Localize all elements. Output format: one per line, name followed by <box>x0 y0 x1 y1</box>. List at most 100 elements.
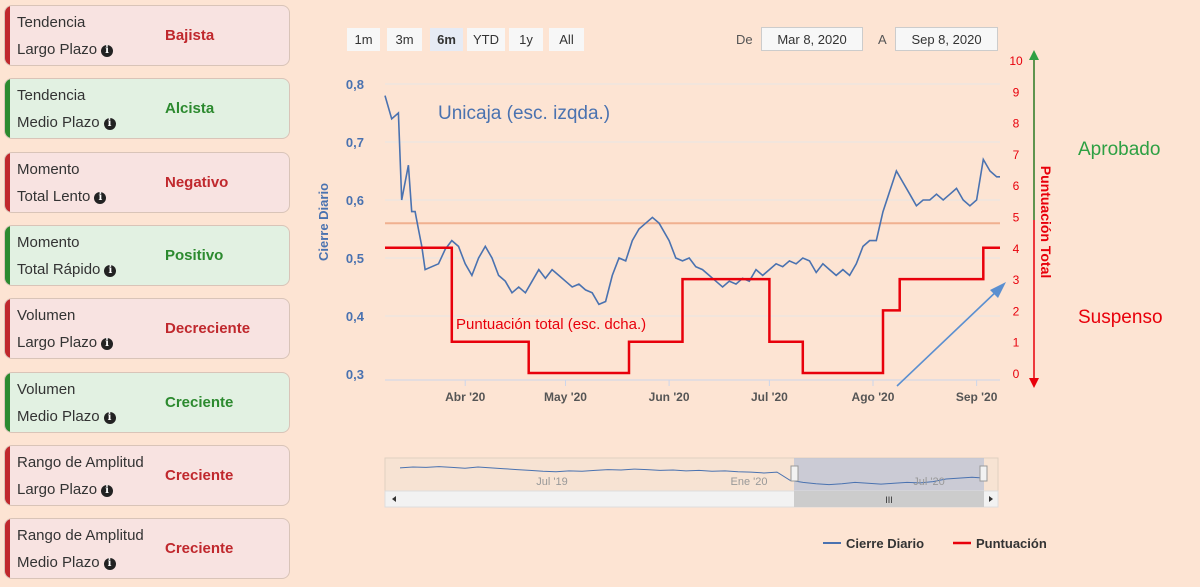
left-tick-label: 0,3 <box>346 367 364 382</box>
range-button-3m[interactable]: 3m <box>387 28 422 51</box>
price-series-line <box>384 95 1000 306</box>
left-axis-label: Cierre Diario <box>316 183 331 261</box>
status-bar <box>5 445 10 505</box>
indicator-horizon: Medio Plazo i <box>17 114 116 131</box>
right-tick-label: 9 <box>1013 85 1020 99</box>
right-tick-label: 5 <box>1013 211 1020 225</box>
indicator-card: Volumen Largo Plazo i Decreciente <box>4 298 290 360</box>
indicator-name: Rango de Amplitud <box>17 527 144 545</box>
navigator-label: Jul '19 <box>536 476 567 488</box>
status-bar <box>5 152 10 212</box>
left-tick-label: 0,7 <box>346 135 364 150</box>
series-annotation: Unicaja (esc. izqda.) <box>438 103 611 124</box>
range-button-6m[interactable]: 6m <box>430 28 463 51</box>
range-button-1m[interactable]: 1m <box>347 28 380 51</box>
right-tick-label: 3 <box>1013 273 1020 287</box>
navigator-selection <box>794 458 984 491</box>
navigator-background <box>384 457 999 492</box>
info-icon[interactable]: i <box>101 338 114 351</box>
info-icon[interactable]: i <box>101 484 114 497</box>
right-tick-label: 1 <box>1013 336 1020 350</box>
to-label: A <box>878 32 887 47</box>
x-tick-label: Ago '20 <box>852 390 895 404</box>
info-icon[interactable]: i <box>101 45 114 57</box>
navigator-label: Jul '20 <box>913 476 944 488</box>
indicator-card: Momento Total Rápido i Positivo <box>4 224 290 286</box>
indicator-horizon: Medio Plazo i <box>17 554 116 571</box>
indicator-horizon: Largo Plazo i <box>17 41 114 58</box>
from-date-input[interactable] <box>761 27 863 51</box>
score-annotation: Puntuación total (esc. dcha.) <box>456 316 647 333</box>
status-bar <box>5 6 10 65</box>
indicator-name: Volumen <box>17 307 76 325</box>
range-button-all[interactable]: All <box>549 28 584 51</box>
approved-up-arrow <box>1029 50 1039 60</box>
left-tick-label: 0,8 <box>346 77 364 92</box>
indicator-name: Tendencia <box>17 14 86 31</box>
indicator-name: Tendencia <box>17 87 86 105</box>
scrollbar-track <box>384 490 999 508</box>
scroll-left-arrow <box>392 496 396 502</box>
x-tick-label: Abr '20 <box>445 390 486 404</box>
indicator-card: Tendencia Medio Plazo i Alcista <box>4 78 290 140</box>
indicator-name: Momento <box>17 233 80 251</box>
indicator-horizon: Medio Plazo i <box>17 408 116 425</box>
info-icon[interactable]: i <box>94 191 107 204</box>
right-tick-label: 6 <box>1013 179 1020 193</box>
info-icon[interactable]: i <box>103 118 116 131</box>
indicator-horizon: Total Rápido i <box>17 261 117 278</box>
scrollbar-thumb <box>794 491 984 507</box>
score-series-line <box>385 246 1000 375</box>
pointer-arrow-line <box>896 287 1001 387</box>
right-tick-label: 7 <box>1013 148 1020 162</box>
indicator-value: Decreciente <box>165 320 251 338</box>
navigator-series-line <box>399 466 986 486</box>
indicator-horizon: Largo Plazo i <box>17 334 114 351</box>
x-tick-label: Sep '20 <box>956 390 998 404</box>
right-tick-label: 10 <box>1009 54 1023 68</box>
to-date-input[interactable] <box>895 27 998 51</box>
navigator-left-handle <box>790 465 799 482</box>
left-tick-label: 0,4 <box>346 309 365 324</box>
info-icon[interactable]: i <box>104 264 117 277</box>
indicator-card: Momento Total Lento i Negativo <box>4 151 290 213</box>
scroll-right-arrow <box>989 496 993 502</box>
x-tick-label: Jul '20 <box>751 390 788 404</box>
x-tick-label: Jun '20 <box>649 390 690 404</box>
x-tick-label: May '20 <box>544 390 587 404</box>
indicator-name: Rango de Amplitud <box>17 453 144 471</box>
legend-price[interactable]: Cierre Diario <box>846 536 925 551</box>
info-icon[interactable]: i <box>103 558 116 571</box>
indicator-horizon: Largo Plazo i <box>17 481 114 498</box>
indicator-name: Volumen <box>17 380 76 398</box>
indicator-value: Bajista <box>165 27 215 44</box>
right-axis-label: Puntuación Total <box>1038 166 1054 279</box>
indicator-value: Creciente <box>165 466 234 484</box>
status-bar <box>5 372 10 432</box>
right-tick-label: 0 <box>1013 367 1020 381</box>
indicator-name: Momento <box>17 160 80 178</box>
failed-label: Suspenso <box>1078 307 1163 328</box>
approved-label: Aprobado <box>1078 139 1161 160</box>
indicator-value: Creciente <box>165 540 234 558</box>
right-tick-label: 8 <box>1013 117 1020 131</box>
pointer-arrowhead <box>990 282 1006 298</box>
indicator-card: Rango de Amplitud Medio Plazo i Creciente <box>4 518 290 580</box>
indicator-card: Tendencia Largo Plazo i Bajista <box>4 5 290 66</box>
navigator-right-handle <box>979 465 988 482</box>
left-tick-label: 0,6 <box>346 193 364 208</box>
indicator-card: Rango de Amplitud Largo Plazo i Creciente <box>4 444 290 506</box>
indicator-horizon: Total Lento i <box>17 188 107 205</box>
right-tick-label: 4 <box>1013 242 1020 256</box>
range-button-ytd[interactable]: YTD <box>467 28 505 51</box>
range-button-1y[interactable]: 1y <box>509 28 543 51</box>
info-icon[interactable]: i <box>103 411 116 424</box>
status-bar <box>5 79 10 139</box>
status-bar <box>5 299 10 359</box>
indicator-value: Alcista <box>165 100 215 118</box>
from-label: De <box>736 32 753 47</box>
status-bar <box>5 225 10 285</box>
legend-score[interactable]: Puntuación <box>976 536 1047 551</box>
indicator-value: Positivo <box>165 246 224 264</box>
right-tick-label: 2 <box>1013 304 1020 318</box>
